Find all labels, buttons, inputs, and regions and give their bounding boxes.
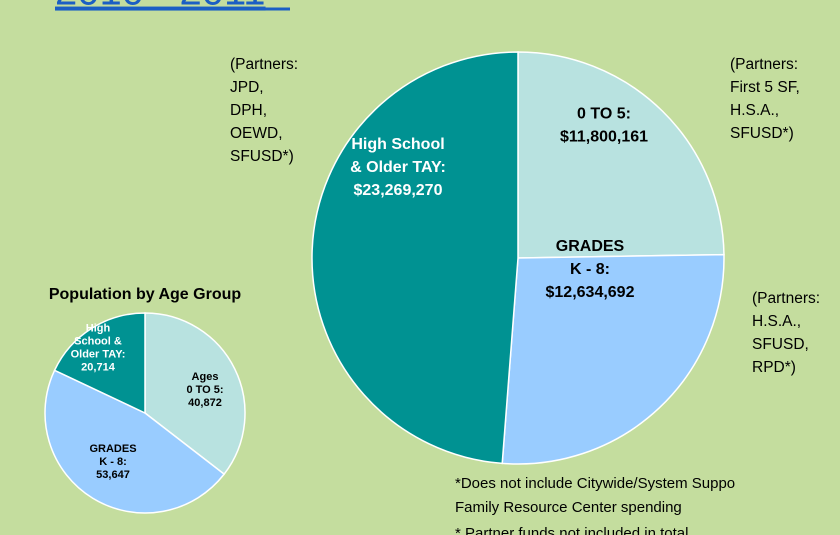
partner-note: (Partners: [230,56,298,73]
slice-value-label: 20,714 [81,361,116,373]
pie-slice [53,312,146,415]
slice-value-label: $11,800,161 [560,129,648,146]
slice-label: & Older TAY: [350,159,446,176]
partner-note: DPH, [230,102,267,119]
slice-label: K - 8: [570,261,610,278]
slice-label: High School [351,136,444,153]
slice-label: K - 8: [99,456,127,468]
pie-slice [44,369,226,514]
partner-note: (Partners: [752,290,820,307]
chart-title: Population by Age Group [49,286,242,303]
slice-label: GRADES [556,238,625,255]
pie-slice [311,51,519,465]
partner-note: H.S.A., [752,313,801,330]
slice-label: High [86,322,111,334]
pie-slice [501,253,725,465]
partner-note: RPD*) [752,359,796,376]
partner-note: OEWD, [230,125,283,142]
pie-slice [144,312,246,476]
partner-note: SFUSD*) [730,125,794,142]
partner-note: SFUSD*) [230,148,294,165]
footnote: *Does not include Citywide/System Suppo [455,475,735,492]
slice-label: 0 TO 5: [186,384,223,396]
pie-slice [517,51,725,259]
partner-note: (Partners: [730,56,798,73]
partner-note: H.S.A., [730,102,779,119]
slice-value-label: $23,269,270 [354,182,443,199]
partner-note: SFUSD, [752,336,809,353]
slice-label: 0 TO 5: [577,106,631,123]
slice-label: Older TAY: [71,348,126,360]
slice-value-label: $12,634,692 [546,284,635,301]
slice-label: Ages [192,371,219,383]
slice-label: GRADES [89,443,136,455]
footnote: Family Resource Center spending [455,499,682,516]
slice-label: School & [74,335,122,347]
footnote: * Partner funds not included in total [455,525,688,535]
partner-note: JPD, [230,79,264,96]
slide-title: 2010 - 2011 [55,0,266,14]
slice-value-label: 40,872 [188,397,222,409]
slice-value-label: 53,647 [96,469,130,481]
partner-note: First 5 SF, [730,79,800,96]
